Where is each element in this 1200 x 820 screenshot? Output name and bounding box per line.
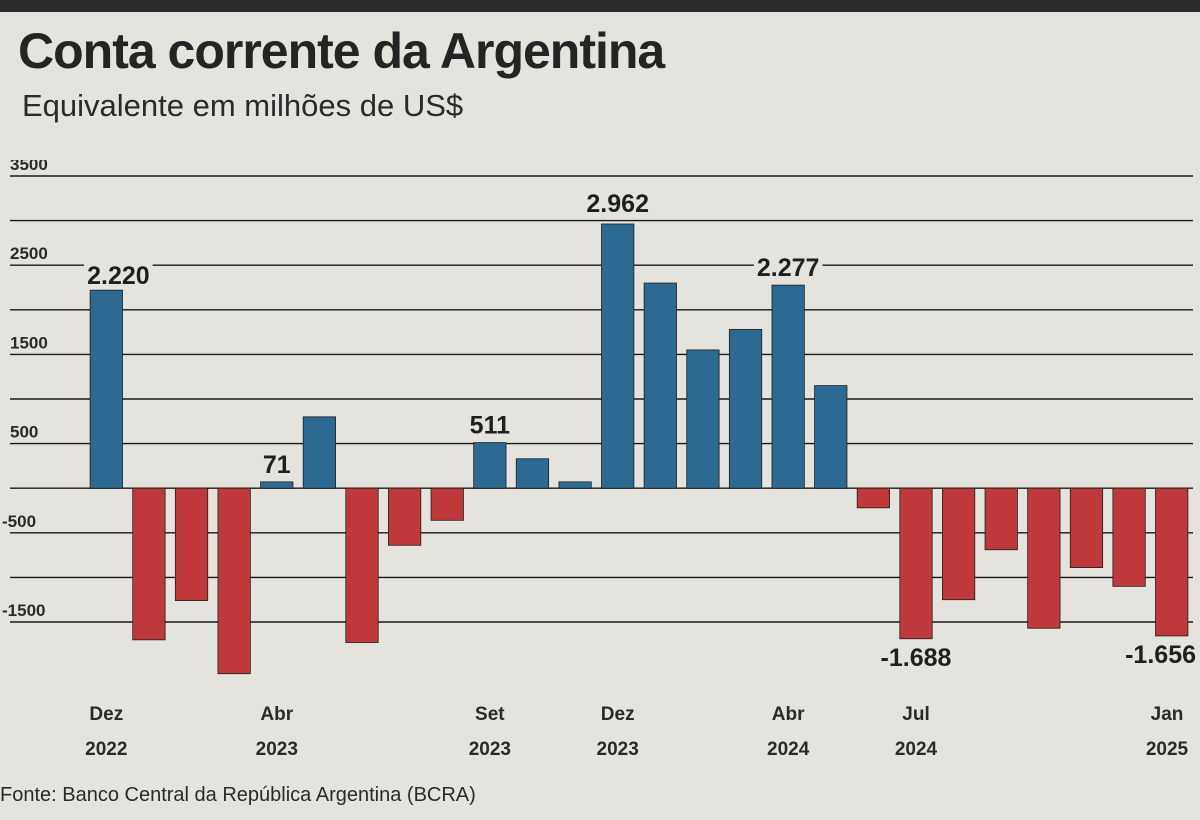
data-label: -1.656 xyxy=(1125,641,1196,669)
data-labels: 2.220 71 511 2.962 2.277 -1.688 -1.656 xyxy=(84,190,1199,672)
source-note: Fonte: Banco Central da República Argent… xyxy=(0,784,476,806)
data-label: -1.688 xyxy=(881,644,952,672)
bar-out-2024 xyxy=(1027,487,1061,629)
bar-abr-2024 xyxy=(771,284,805,489)
bar-set-2024 xyxy=(984,487,1018,551)
y-tick-label: 3500 xyxy=(10,160,48,174)
data-label: 2.220 xyxy=(87,262,150,290)
x-tick-year: 2023 xyxy=(256,739,298,760)
data-label-background xyxy=(877,645,955,670)
bar-jan-2023 xyxy=(132,487,166,641)
bar-nov-2023 xyxy=(558,481,592,489)
y-tick-label: -1500 xyxy=(2,601,45,620)
data-label-background xyxy=(84,264,153,289)
data-label-background xyxy=(1122,642,1199,667)
bar-set-2023 xyxy=(473,442,507,489)
y-tick-label: 1500 xyxy=(10,333,48,352)
bar-mai-2024 xyxy=(814,385,848,489)
data-label-background xyxy=(466,413,514,438)
bar-mai-2023 xyxy=(302,416,336,489)
bar-nov-2024 xyxy=(1069,487,1104,568)
data-label-background xyxy=(259,452,294,477)
x-tick-month: Dez xyxy=(601,704,635,725)
bar-ago-2024 xyxy=(942,487,976,601)
bar-jun-2023 xyxy=(345,487,379,643)
bar-abr-2023 xyxy=(260,481,294,489)
bar-out-2023 xyxy=(515,458,550,489)
data-label-background xyxy=(583,191,652,216)
bar-jul-2023 xyxy=(388,487,422,546)
bar-mar-2023 xyxy=(217,487,251,675)
chart-subtitle: Equivalente em milhões de US$ xyxy=(22,88,464,123)
x-tick-month: Dez xyxy=(89,704,123,725)
y-tick-label: -500 xyxy=(2,512,36,531)
bar-fev-2023 xyxy=(174,487,209,601)
y-axis: 3500 2500 1500 500 -500 -1500 xyxy=(2,160,48,620)
bar-jun-2024 xyxy=(856,487,890,509)
bar-jan-2024 xyxy=(643,282,677,489)
x-axis: Dez 2022 Abr 2023 Set 2023 Dez 2023 Abr 2024 Jul 20… xyxy=(85,704,1188,760)
x-tick-month: Abr xyxy=(260,704,293,725)
data-label: 511 xyxy=(470,412,510,440)
x-tick-year: 2023 xyxy=(597,739,639,760)
x-tick-year: 2024 xyxy=(767,739,810,760)
x-tick-month: Abr xyxy=(772,704,805,725)
x-tick-month: Jul xyxy=(902,704,929,725)
bar-jul-2024 xyxy=(899,487,933,640)
bar-dez-2022 xyxy=(89,289,123,489)
y-tick-label: 500 xyxy=(10,423,38,442)
bar-fev-2024 xyxy=(686,349,720,489)
x-tick-year: 2025 xyxy=(1146,739,1189,760)
data-label-background xyxy=(753,256,823,281)
x-tick-year: 2024 xyxy=(895,739,938,760)
y-tick-label: 2500 xyxy=(10,244,48,263)
data-label: 2.277 xyxy=(757,254,820,282)
x-tick-year: 2023 xyxy=(469,739,511,760)
bars xyxy=(89,223,1189,675)
data-label: 2.962 xyxy=(586,190,649,218)
x-tick-month: Jan xyxy=(1151,704,1184,725)
bar-chart: 3500 2500 1500 500 -500 -1500 2.220 71 511 2.962… xyxy=(2,160,1199,760)
bar-jan-2025 xyxy=(1155,487,1189,637)
data-label: 71 xyxy=(263,451,291,479)
x-tick-year: 2022 xyxy=(85,739,127,760)
chart-title: Conta corrente da Argentina xyxy=(18,23,665,79)
bar-ago-2023 xyxy=(430,487,464,521)
bar-mar-2024 xyxy=(728,329,763,489)
top-rule xyxy=(0,0,1200,12)
bar-dez-2023 xyxy=(601,223,635,489)
x-tick-month: Set xyxy=(475,704,505,725)
bar-dez-2024 xyxy=(1112,487,1146,587)
